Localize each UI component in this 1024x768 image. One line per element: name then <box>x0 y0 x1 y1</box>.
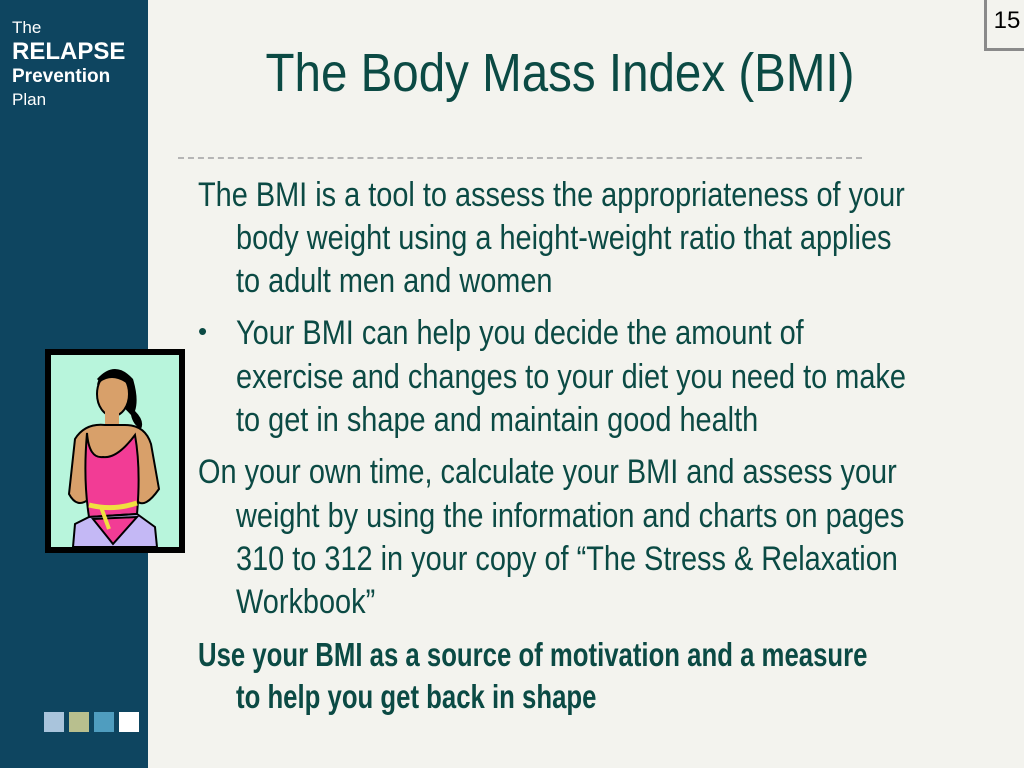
logo-the: The <box>12 18 42 37</box>
body-text: 310 to 312 in your copy of “The Stress &… <box>236 540 898 578</box>
logo-plan: Plan <box>12 90 47 109</box>
bullet-text: to get in shape and maintain good health <box>236 401 759 439</box>
body-text: to adult men and women <box>236 262 553 300</box>
emphasis-text: to help you get back in shape <box>236 678 597 715</box>
slide-title: The Body Mass Index (BMI) <box>265 43 855 103</box>
deco-square <box>94 712 114 732</box>
logo-relapse: RELAPSE <box>12 38 126 65</box>
body-text: The BMI is a tool to assess the appropri… <box>198 176 905 214</box>
deco-square <box>119 712 139 732</box>
body-text: Workbook” <box>236 583 376 621</box>
body-text: On your own time, calculate your BMI and… <box>198 453 897 491</box>
title-divider <box>178 157 862 159</box>
body-text: weight by using the information and char… <box>236 497 905 535</box>
body-text: body weight using a height-weight ratio … <box>236 219 892 257</box>
woman-measuring-waist-illustration <box>45 349 185 553</box>
bullet-marker: • <box>198 316 208 346</box>
deco-square <box>69 712 89 732</box>
slide-number: 15 <box>984 0 1024 51</box>
logo-prevention: Prevention <box>12 66 111 87</box>
deco-square <box>44 712 64 732</box>
emphasis-text: Use your BMI as a source of motivation a… <box>198 636 868 673</box>
bullet-text: exercise and changes to your diet you ne… <box>236 358 906 396</box>
bullet-text: Your BMI can help you decide the amount … <box>236 314 804 352</box>
